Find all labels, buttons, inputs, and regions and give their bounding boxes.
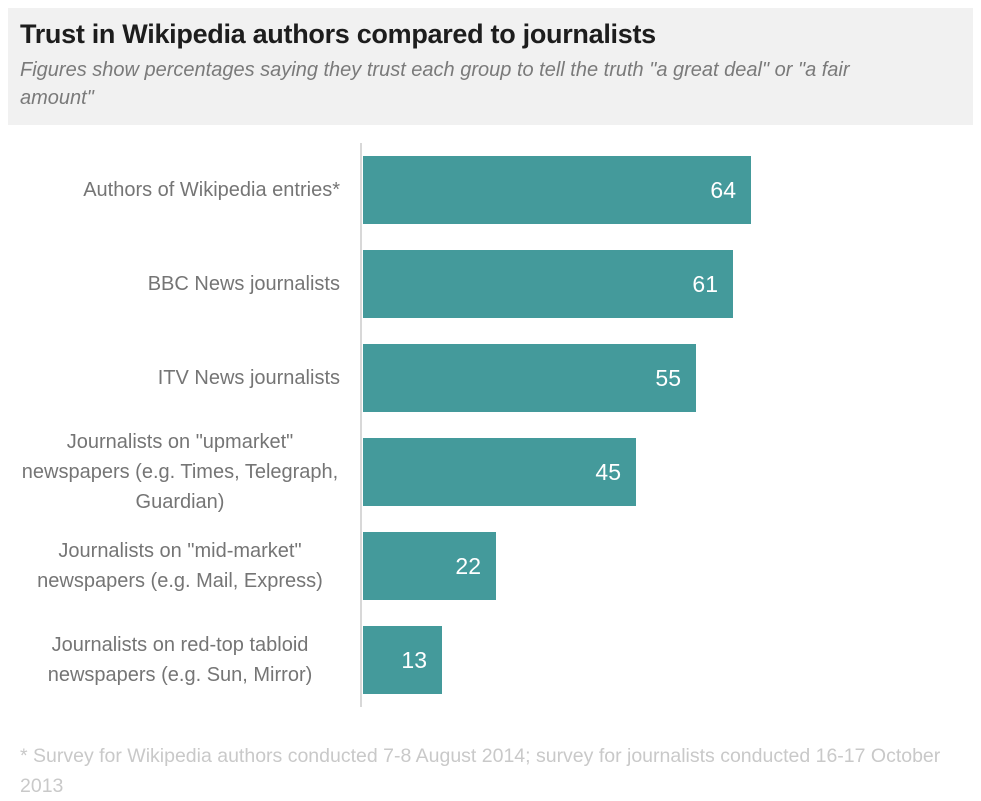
bar: 13	[363, 626, 442, 694]
category-label-text: Journalists on "upmarket" newspapers (e.…	[21, 431, 339, 513]
category-label: Authors of Wikipedia entries*	[20, 175, 340, 205]
bar-row: BBC News journalists 61	[20, 237, 961, 331]
bar-track: 22	[363, 532, 961, 600]
bar-value-label: 22	[455, 552, 481, 579]
bar: 64	[363, 156, 751, 224]
chart-subtitle: Figures show percentages saying they tru…	[20, 59, 850, 110]
y-axis-line	[360, 143, 362, 707]
bar-row: ITV News journalists 55	[20, 331, 961, 425]
category-label: Journalists on "mid-market" newspapers (…	[20, 536, 340, 596]
bar-row: Journalists on "mid-market" newspapers (…	[20, 519, 961, 613]
bar-row: Journalists on "upmarket" newspapers (e.…	[20, 425, 961, 519]
category-label-text: Journalists on "mid-market" newspapers (…	[37, 540, 323, 592]
bar-row: Journalists on red-top tabloid newspaper…	[20, 613, 961, 707]
bar: 61	[363, 250, 733, 318]
category-label-text: BBC News journalists	[147, 273, 340, 295]
bar-value-label: 64	[710, 176, 736, 203]
category-label-text: Authors of Wikipedia entries*	[83, 179, 340, 201]
bar-track: 55	[363, 344, 961, 412]
footnote: * Survey for Wikipedia authors conducted…	[20, 745, 941, 797]
category-label-text: Journalists on red-top tabloid newspaper…	[47, 634, 313, 686]
category-label: Journalists on red-top tabloid newspaper…	[20, 630, 340, 690]
bar-track: 64	[363, 156, 961, 224]
bar-value-label: 61	[692, 270, 718, 297]
bar-rows: Authors of Wikipedia entries* 64 BBC New…	[20, 143, 961, 707]
category-label: Journalists on "upmarket" newspapers (e.…	[20, 427, 340, 517]
bar-value-label: 55	[655, 364, 681, 391]
bar-track: 13	[363, 626, 961, 694]
category-label: ITV News journalists	[20, 363, 340, 393]
bar-row: Authors of Wikipedia entries* 64	[20, 143, 961, 237]
category-label: BBC News journalists	[20, 269, 340, 299]
bar-chart: Authors of Wikipedia entries* 64 BBC New…	[20, 143, 961, 707]
bar: 45	[363, 438, 636, 506]
category-label-text: ITV News journalists	[157, 367, 340, 389]
chart-header: Trust in Wikipedia authors compared to j…	[8, 8, 973, 125]
bar: 22	[363, 532, 496, 600]
bar-value-label: 45	[595, 458, 621, 485]
bar-track: 61	[363, 250, 961, 318]
chart-title: Trust in Wikipedia authors compared to j…	[20, 19, 656, 49]
bar-value-label: 13	[401, 646, 427, 673]
bar: 55	[363, 344, 696, 412]
bar-track: 45	[363, 438, 961, 506]
